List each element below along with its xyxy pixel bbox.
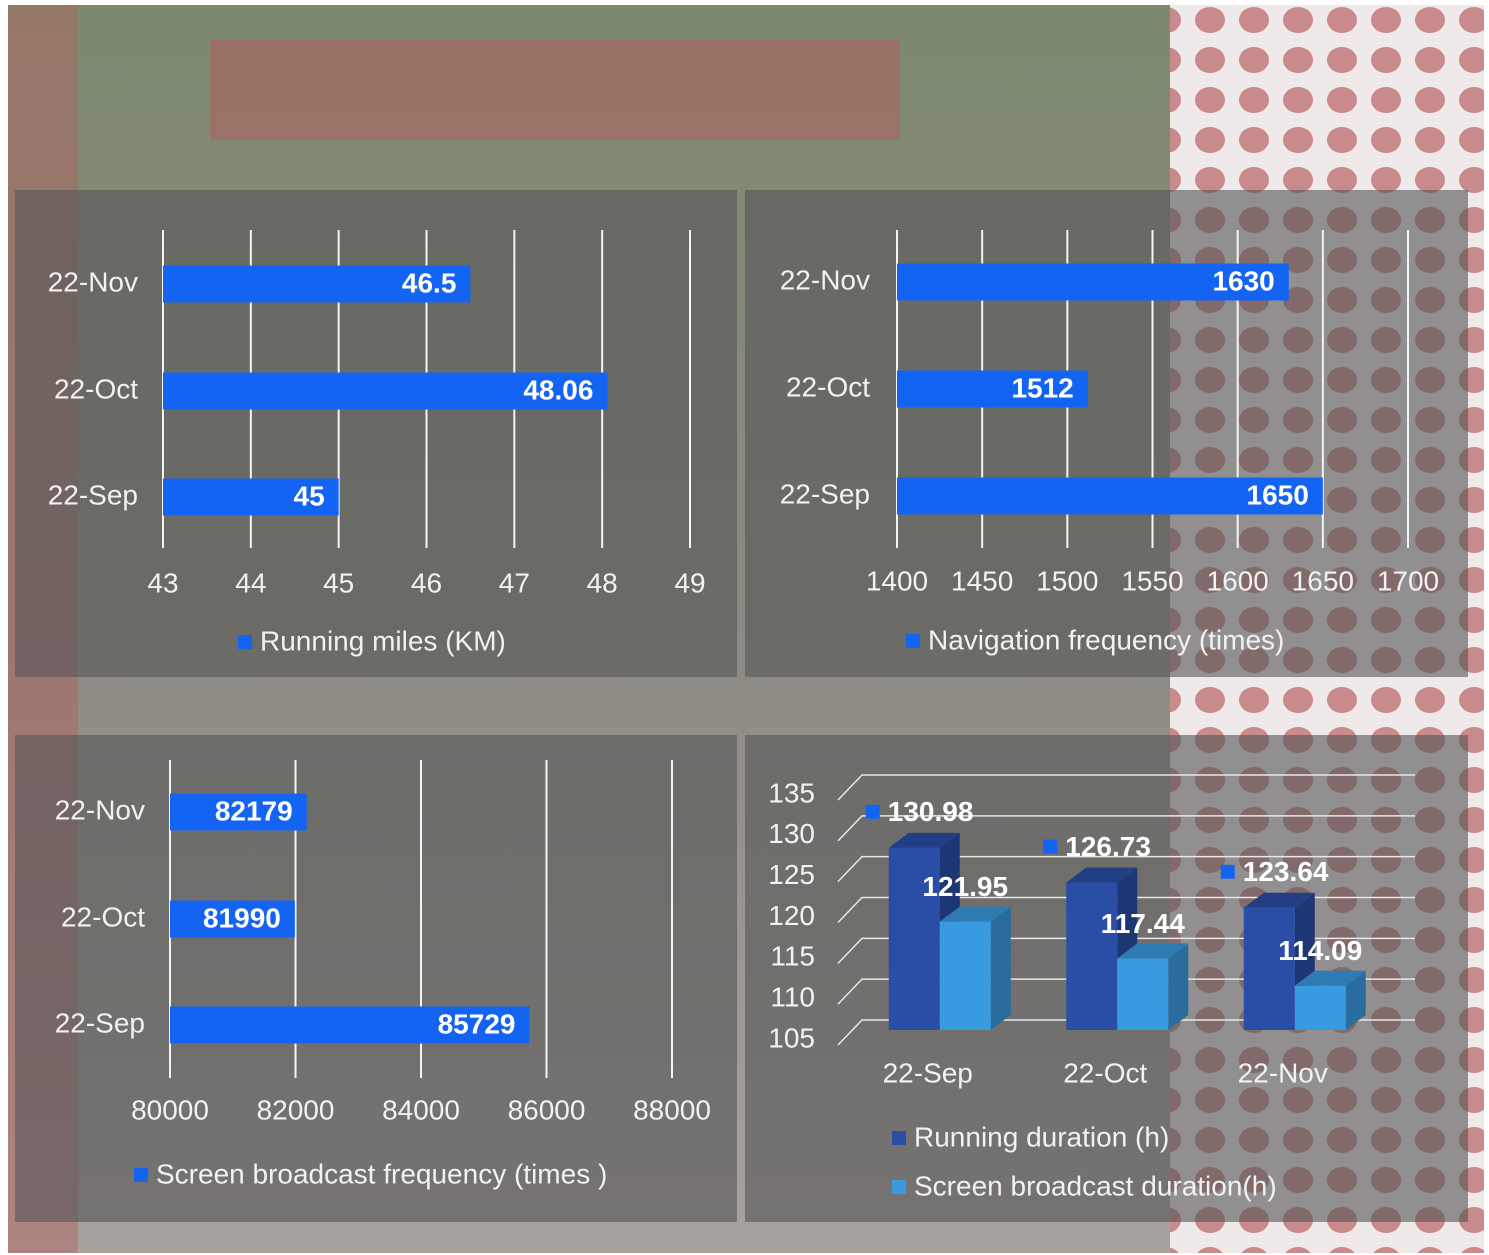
legend-label: Running duration (h) [914,1121,1169,1152]
y-tick-label: 22-Oct [61,901,145,932]
x-tick-label: 47 [499,567,530,598]
legend-swatch [134,1168,148,1182]
value-label: 121.95 [922,871,1008,902]
value-marker [866,805,880,819]
x-tick-label: 84000 [382,1094,460,1125]
panel [745,190,1468,677]
y-tick-label: 22-Sep [48,479,138,510]
legend-swatch [238,635,252,649]
x-tick-label: 80000 [131,1094,209,1125]
y-tick-label: 120 [768,900,815,931]
value-marker [1221,865,1235,879]
value-label: 81990 [203,902,281,933]
value-label: 1630 [1212,265,1274,296]
x-tick-label: 1450 [951,565,1013,596]
value-label: 85729 [438,1008,516,1039]
page: 43 44 45 46 47 48 49 46.5 48.06 45 Running miles (… [0,0,1489,1255]
x-tick-label: 22-Sep [883,1057,973,1088]
y-tick-label: 110 [770,982,815,1013]
legend-label: Screen broadcast frequency (times ) [156,1158,607,1189]
y-tick-label: 22-Sep [780,478,870,509]
value-label: 45 [294,480,325,511]
x-tick-label: 49 [674,567,705,598]
value-label: 123.64 [1243,856,1329,887]
value-label: 117.44 [1101,908,1186,939]
y-tick-label: 105 [768,1022,815,1053]
photo-sign [210,40,900,140]
value-label: 46.5 [402,267,457,298]
legend-swatch [892,1131,906,1145]
x-tick-label: 1700 [1377,565,1439,596]
x-tick-label: 44 [235,567,266,598]
value-label: 126.73 [1065,831,1151,862]
bar [1066,883,1117,1030]
y-tick-label: 22-Oct [54,373,138,404]
legend-swatch [906,634,920,648]
bar-side [1168,943,1188,1030]
value-label: 1512 [1011,372,1073,403]
y-tick-label: 135 [768,777,815,808]
y-tick-label: 22-Nov [780,264,870,295]
x-tick-label: 43 [147,567,178,598]
value-label: 1650 [1247,479,1309,510]
x-tick-label: 1650 [1292,565,1354,596]
x-tick-label: 46 [411,567,442,598]
y-tick-label: 115 [770,941,815,972]
x-tick-label: 1400 [866,565,928,596]
panel [15,190,737,677]
bar [1244,908,1295,1030]
x-tick-label: 1550 [1121,565,1183,596]
value-label: 48.06 [523,374,593,405]
x-tick-label: 1500 [1036,565,1098,596]
x-tick-label: 88000 [633,1094,711,1125]
y-tick-label: 22-Oct [786,371,870,402]
bar [1117,958,1168,1030]
x-tick-label: 22-Nov [1238,1057,1328,1088]
value-label: 114.09 [1278,935,1362,966]
dashboard: 43 44 45 46 47 48 49 46.5 48.06 45 Running miles (… [0,0,1489,1255]
x-tick-label: 22-Oct [1063,1057,1147,1088]
bar [1295,986,1346,1030]
y-tick-label: 22-Nov [55,794,145,825]
x-tick-label: 86000 [508,1094,586,1125]
x-tick-label: 48 [587,567,618,598]
y-tick-label: 130 [768,818,815,849]
y-tick-label: 22-Sep [55,1007,145,1038]
y-tick-label: 22-Nov [48,266,138,297]
value-label: 82179 [215,795,293,826]
legend-label: Screen broadcast duration(h) [914,1170,1277,1201]
x-tick-label: 1600 [1207,565,1269,596]
bar-side [991,907,1011,1030]
bar [940,922,991,1030]
legend-swatch [892,1180,906,1194]
x-tick-label: 82000 [257,1094,335,1125]
value-marker [1043,840,1057,854]
legend-label: Navigation frequency (times) [928,624,1284,655]
legend-label: Running miles (KM) [260,625,506,656]
value-label: 130.98 [888,796,974,827]
x-tick-label: 45 [323,567,354,598]
y-tick-label: 125 [768,859,815,890]
